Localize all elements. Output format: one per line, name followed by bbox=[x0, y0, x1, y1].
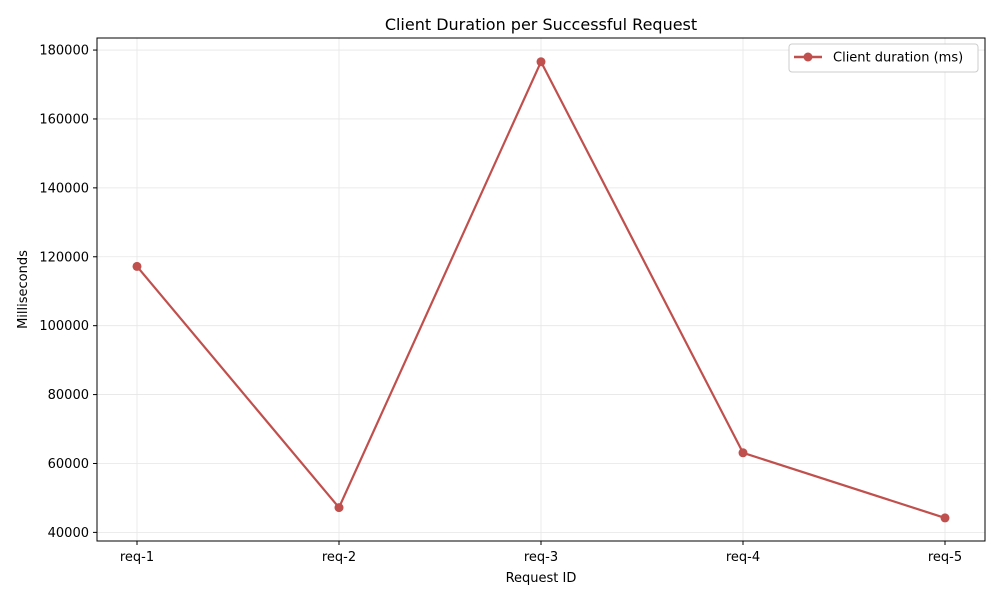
y-tick-label: 140000 bbox=[39, 181, 89, 196]
y-axis-label: Milliseconds bbox=[16, 250, 31, 329]
y-tick-label: 80000 bbox=[48, 388, 89, 403]
x-tick-label: req-3 bbox=[524, 550, 558, 565]
x-tick-label: req-5 bbox=[928, 550, 962, 565]
y-tick-label: 120000 bbox=[39, 250, 89, 265]
legend-label: Client duration (ms) bbox=[833, 51, 963, 66]
legend-marker-swatch bbox=[803, 52, 813, 62]
data-point bbox=[334, 503, 344, 513]
data-point bbox=[738, 448, 748, 458]
data-point bbox=[940, 513, 950, 523]
ticks-layer: req-1 req-2 req-3 req-4 req-5 40000 60000 80000… bbox=[39, 44, 962, 565]
series-layer bbox=[132, 57, 950, 523]
y-tick-label: 40000 bbox=[48, 526, 89, 541]
x-tick-label: req-4 bbox=[726, 550, 760, 565]
data-point bbox=[536, 57, 546, 67]
y-tick-label: 60000 bbox=[48, 457, 89, 472]
legend-box bbox=[788, 43, 979, 73]
y-tick-label: 160000 bbox=[39, 112, 89, 127]
legend: Client duration (ms) bbox=[788, 43, 979, 73]
x-axis-label: Request ID bbox=[506, 571, 577, 586]
x-tick-label: req-1 bbox=[120, 550, 154, 565]
y-tick-label: 180000 bbox=[39, 44, 89, 59]
x-tick-label: req-2 bbox=[322, 550, 356, 565]
data-point bbox=[132, 261, 142, 271]
chart-title: Client Duration per Successful Request bbox=[385, 15, 697, 34]
y-tick-label: 100000 bbox=[39, 319, 89, 334]
